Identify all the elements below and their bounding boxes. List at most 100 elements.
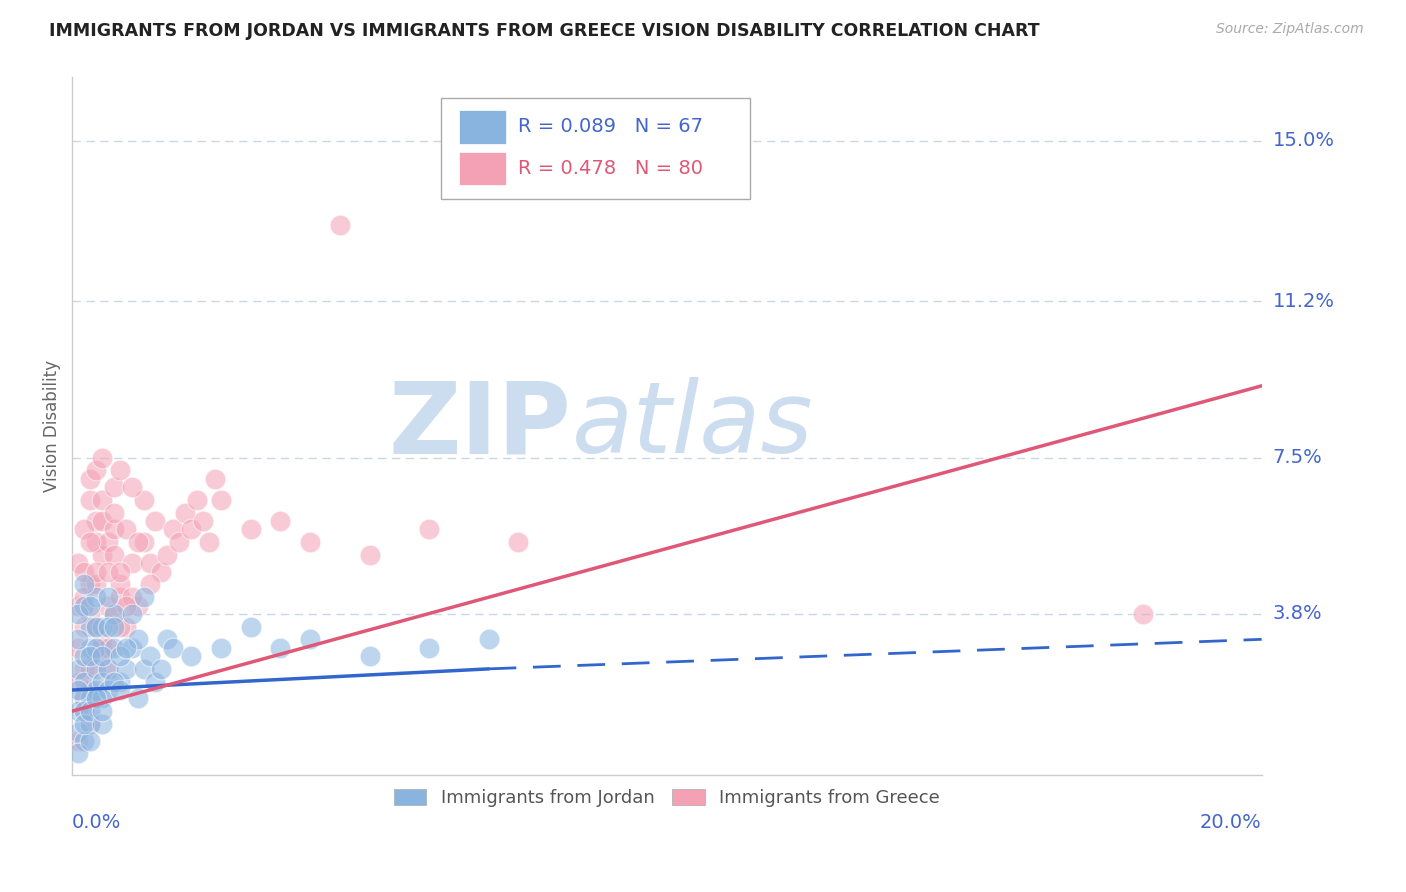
Point — [103, 640, 125, 655]
Point — [359, 548, 381, 562]
Point — [169, 535, 191, 549]
Point — [73, 620, 96, 634]
Point — [91, 492, 114, 507]
Point — [108, 674, 131, 689]
Text: 7.5%: 7.5% — [1272, 448, 1323, 467]
Point — [79, 599, 101, 613]
Point — [103, 523, 125, 537]
Point — [127, 632, 149, 647]
Point — [145, 674, 167, 689]
FancyBboxPatch shape — [441, 98, 751, 200]
Point — [108, 565, 131, 579]
Text: 20.0%: 20.0% — [1199, 814, 1261, 832]
Point — [97, 683, 120, 698]
Point — [150, 565, 173, 579]
Point — [97, 640, 120, 655]
Point — [108, 620, 131, 634]
Point — [84, 620, 107, 634]
Point — [79, 577, 101, 591]
Point — [97, 565, 120, 579]
Point — [73, 691, 96, 706]
Text: 3.8%: 3.8% — [1272, 605, 1323, 624]
Point — [132, 590, 155, 604]
Point — [132, 535, 155, 549]
Point — [84, 514, 107, 528]
Point — [73, 599, 96, 613]
Point — [121, 607, 143, 621]
Point — [108, 577, 131, 591]
Text: R = 0.478   N = 80: R = 0.478 N = 80 — [519, 159, 703, 178]
Point — [73, 565, 96, 579]
Point — [67, 662, 90, 676]
Point — [174, 506, 197, 520]
Point — [79, 492, 101, 507]
Point — [359, 649, 381, 664]
Point — [67, 640, 90, 655]
Point — [209, 640, 232, 655]
Point — [121, 590, 143, 604]
Point — [191, 514, 214, 528]
Point — [67, 683, 90, 698]
Point — [84, 649, 107, 664]
Point — [84, 577, 107, 591]
Point — [91, 620, 114, 634]
Point — [97, 662, 120, 676]
Point — [127, 691, 149, 706]
Legend: Immigrants from Jordan, Immigrants from Greece: Immigrants from Jordan, Immigrants from … — [387, 781, 948, 814]
Point — [132, 492, 155, 507]
Bar — [458, 111, 506, 144]
Point — [79, 649, 101, 664]
Point — [67, 607, 90, 621]
Text: 11.2%: 11.2% — [1272, 292, 1334, 310]
Point — [114, 523, 136, 537]
Point — [114, 599, 136, 613]
Point — [162, 523, 184, 537]
Point — [121, 480, 143, 494]
Point — [91, 450, 114, 465]
Point — [418, 523, 440, 537]
Point — [84, 683, 107, 698]
Point — [97, 620, 120, 634]
Point — [91, 716, 114, 731]
Point — [180, 523, 202, 537]
Point — [97, 590, 120, 604]
Point — [108, 590, 131, 604]
Text: 0.0%: 0.0% — [72, 814, 121, 832]
Point — [67, 632, 90, 647]
Point — [418, 640, 440, 655]
Point — [269, 640, 291, 655]
Point — [91, 691, 114, 706]
Point — [84, 620, 107, 634]
Point — [79, 662, 101, 676]
Point — [145, 514, 167, 528]
Point — [156, 632, 179, 647]
Text: Source: ZipAtlas.com: Source: ZipAtlas.com — [1216, 22, 1364, 37]
Point — [73, 577, 96, 591]
Point — [121, 640, 143, 655]
Point — [103, 506, 125, 520]
Point — [239, 523, 262, 537]
Point — [114, 662, 136, 676]
Point — [84, 662, 107, 676]
Point — [67, 674, 90, 689]
Point — [103, 607, 125, 621]
Point — [156, 548, 179, 562]
Point — [299, 535, 322, 549]
Point — [91, 514, 114, 528]
Point — [150, 662, 173, 676]
Point — [73, 662, 96, 676]
Point — [209, 492, 232, 507]
Point — [91, 649, 114, 664]
Bar — [458, 152, 506, 186]
Point — [84, 565, 107, 579]
Point — [91, 548, 114, 562]
Point — [73, 704, 96, 718]
Point — [1132, 607, 1154, 621]
Point — [97, 535, 120, 549]
Point — [121, 556, 143, 570]
Text: IMMIGRANTS FROM JORDAN VS IMMIGRANTS FROM GREECE VISION DISABILITY CORRELATION C: IMMIGRANTS FROM JORDAN VS IMMIGRANTS FRO… — [49, 22, 1040, 40]
Point — [97, 662, 120, 676]
Point — [114, 640, 136, 655]
Point — [79, 607, 101, 621]
Point — [138, 556, 160, 570]
